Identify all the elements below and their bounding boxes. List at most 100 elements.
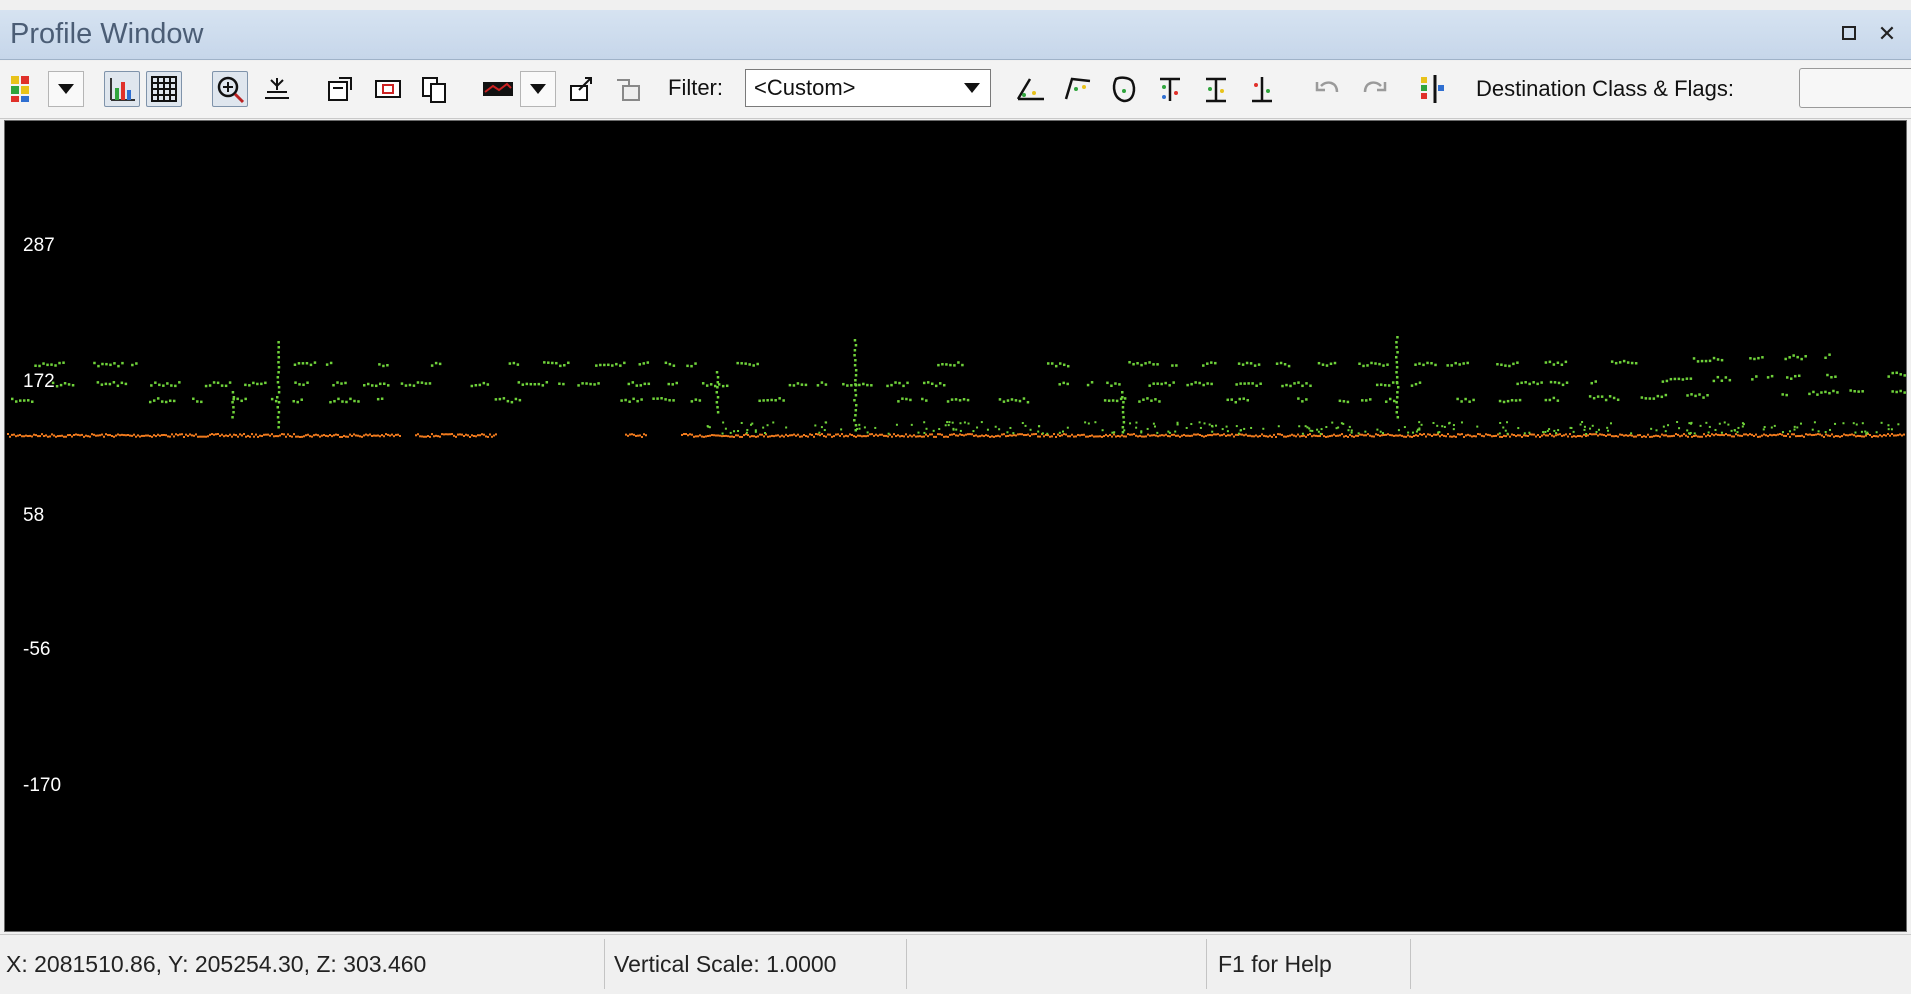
properties-button[interactable]: [322, 71, 358, 107]
ground-point: [1049, 435, 1051, 438]
profile-points-toggle[interactable]: [104, 71, 140, 107]
wire-point: [50, 363, 53, 366]
filter-select[interactable]: <Custom>: [745, 69, 991, 107]
wire-point: [1164, 381, 1167, 385]
wire-point: [1824, 390, 1827, 394]
wire-point: [1644, 397, 1648, 400]
wire-point: [1849, 389, 1852, 392]
ground-point: [1157, 435, 1159, 438]
ground-point: [1015, 434, 1017, 437]
grid-toggle[interactable]: [146, 71, 182, 107]
pole-point: [1122, 421, 1126, 424]
ground-point: [803, 434, 805, 437]
destination-class-field[interactable]: [1799, 68, 1911, 108]
low-veg-point: [1397, 429, 1400, 432]
ground-point: [627, 434, 629, 437]
wire-point: [1281, 384, 1284, 388]
wire-point: [166, 382, 169, 385]
wire-point: [603, 363, 606, 367]
select-window-button[interactable]: [370, 71, 406, 107]
ground-point: [687, 434, 689, 437]
classify-above-line-button[interactable]: [1060, 71, 1096, 107]
ground-point: [1639, 434, 1641, 437]
display-mode-dropdown[interactable]: [48, 71, 84, 107]
wire-point: [1751, 378, 1754, 381]
close-button[interactable]: ✕: [1873, 20, 1901, 48]
properties-icon: [328, 77, 352, 101]
wire-point: [668, 362, 672, 366]
wire-point: [1506, 399, 1510, 403]
ground-point: [771, 434, 773, 437]
wire-point: [1301, 384, 1304, 388]
pole-point: [854, 369, 858, 372]
pole-point: [853, 339, 857, 342]
low-veg-point: [1243, 427, 1246, 430]
ground-point: [755, 435, 757, 438]
wire-point: [1553, 381, 1557, 384]
wire-point: [558, 382, 561, 385]
wire-point: [349, 397, 352, 401]
restore-button[interactable]: [1835, 20, 1863, 48]
wire-point: [1168, 384, 1171, 387]
redo-button[interactable]: [1356, 71, 1392, 107]
wire-point: [1305, 382, 1308, 385]
ground-point: [751, 435, 753, 438]
ground-point: [757, 435, 759, 438]
wire-point: [1861, 390, 1864, 393]
ground-point: [725, 434, 727, 437]
classify-below-button[interactable]: [1244, 71, 1280, 107]
low-veg-point: [1037, 430, 1040, 433]
wire-point: [1458, 363, 1461, 366]
pole-point: [853, 399, 856, 402]
line-color-button[interactable]: [480, 71, 516, 107]
classify-above-button[interactable]: [1152, 71, 1188, 107]
low-veg-point: [764, 432, 767, 435]
wire-point: [34, 364, 37, 367]
display-mode-button[interactable]: [6, 71, 42, 107]
ground-point: [385, 433, 387, 436]
profile-view[interactable]: 287 172 58 -56 -170: [4, 120, 1907, 932]
wire-point: [1600, 395, 1604, 398]
ground-point: [1175, 434, 1177, 437]
export-button[interactable]: [564, 71, 600, 107]
line-color-dropdown[interactable]: [520, 71, 556, 107]
classify-below-line-button[interactable]: [1012, 71, 1048, 107]
wire-point: [386, 363, 389, 367]
ground-point: [789, 434, 791, 437]
wire-point: [1374, 362, 1377, 365]
ground-point: [833, 435, 835, 438]
undo-button[interactable]: [1310, 71, 1346, 107]
wire-point: [1792, 354, 1795, 357]
wire-point: [1720, 379, 1724, 382]
ground-point: [1293, 434, 1295, 437]
ground-point: [1461, 433, 1463, 436]
low-veg-point: [1834, 422, 1837, 425]
restore-icon: [1842, 26, 1856, 40]
classify-fence-button[interactable]: [1106, 71, 1142, 107]
measure-button[interactable]: [258, 71, 294, 107]
ground-point: [315, 433, 317, 436]
wire-point: [1287, 364, 1291, 368]
zoom-button[interactable]: [212, 71, 248, 107]
wire-point: [567, 361, 570, 365]
low-veg-point: [1796, 426, 1799, 429]
low-veg-point: [1854, 431, 1857, 434]
wire-point: [1369, 398, 1372, 401]
copy-button[interactable]: [416, 71, 452, 107]
wire-point: [1502, 400, 1506, 404]
ground-point: [109, 434, 111, 437]
low-veg-point: [1585, 433, 1588, 435]
destination-class-button[interactable]: [1414, 71, 1450, 107]
wire-point: [1596, 395, 1600, 398]
wire-point: [1241, 363, 1245, 366]
pole-point: [276, 416, 280, 419]
ground-point: [947, 435, 949, 438]
wire-point: [1242, 397, 1246, 400]
import-button[interactable]: [610, 71, 646, 107]
wire-point: [1062, 381, 1065, 385]
classify-between-button[interactable]: [1198, 71, 1234, 107]
wire-point: [1704, 359, 1708, 363]
ground-point: [1831, 433, 1833, 436]
low-veg-point: [1146, 427, 1149, 430]
ground-point: [1391, 434, 1393, 437]
